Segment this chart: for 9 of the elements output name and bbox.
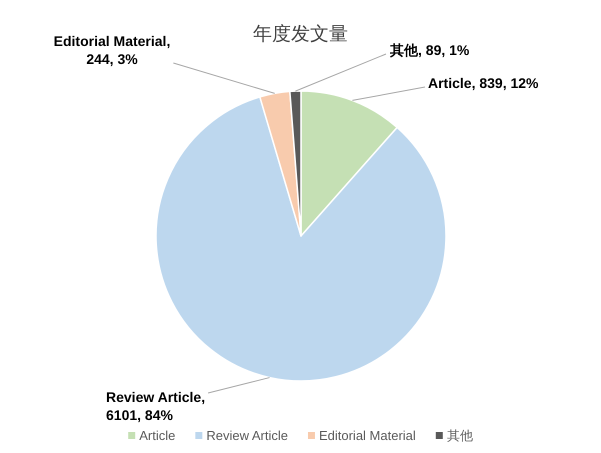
- title: 年度发文量: [253, 24, 348, 45]
- data-label: Review Article, 6101, 84%: [106, 389, 206, 423]
- legend-label: Editorial Material: [318, 428, 416, 443]
- data-label: Editorial Material, 244, 3%: [54, 33, 170, 67]
- legend-label: Review Article: [206, 428, 288, 443]
- data-label: 其他, 89, 1%: [390, 42, 470, 58]
- data-label: Article, 839, 12%: [428, 75, 539, 91]
- legend-label: Article: [139, 428, 176, 443]
- legend-label: 其他: [446, 428, 473, 443]
